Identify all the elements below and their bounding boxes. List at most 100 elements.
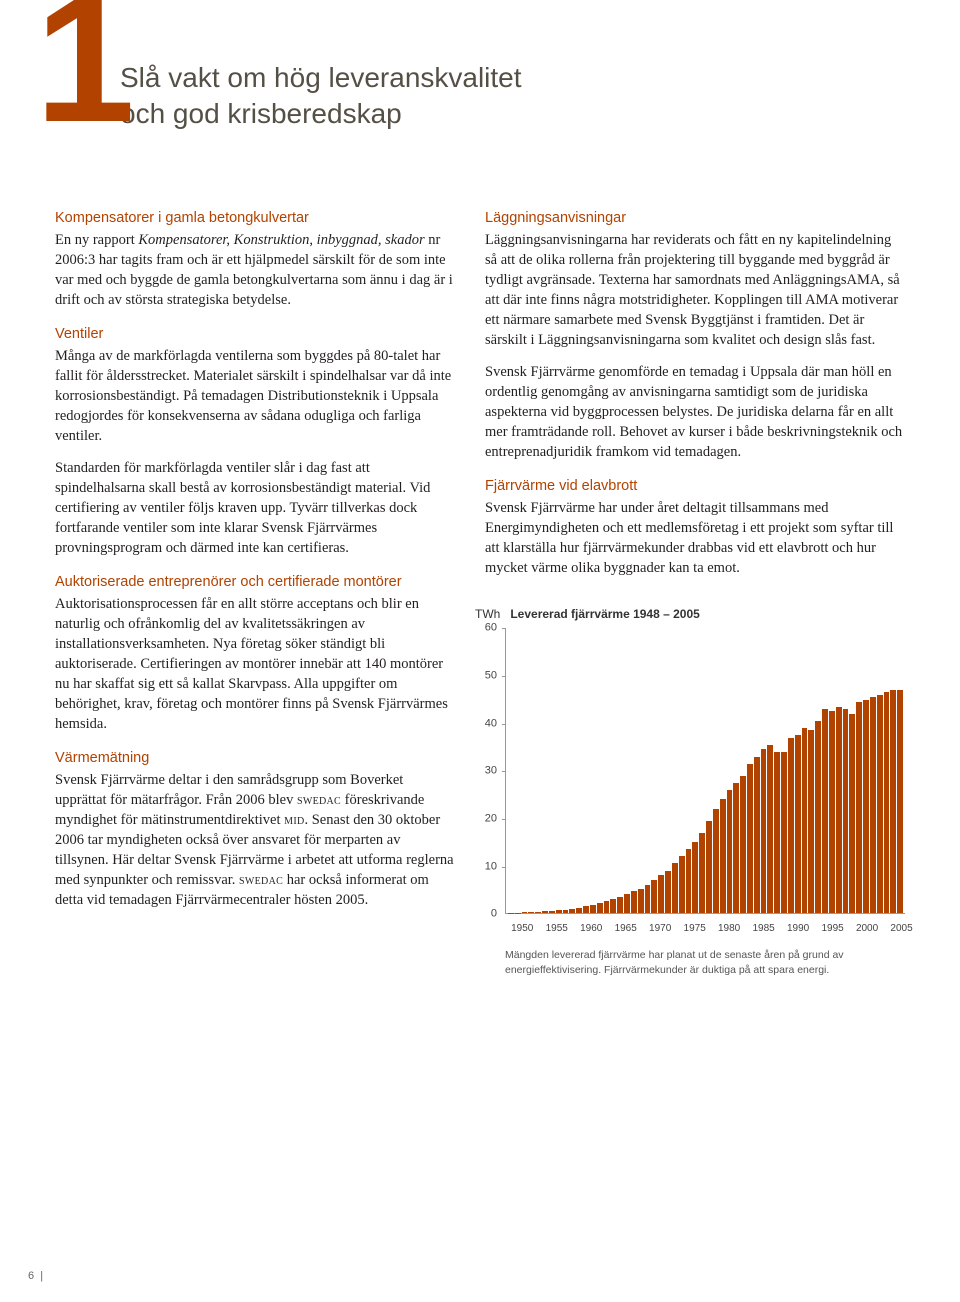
x-tick-label: 1955 — [546, 922, 568, 936]
chart-bar — [836, 707, 842, 914]
subhead-kompensatorer: Kompensatorer i gamla betongkulvertar — [55, 208, 457, 228]
chart-bar — [651, 880, 657, 913]
chart-bar — [754, 757, 760, 914]
y-axis-labels: 0102030405060 — [475, 628, 501, 914]
chart-bar — [645, 885, 651, 914]
x-axis-labels: 1950195519601965197019751980198519901995… — [505, 918, 905, 938]
chart-bar — [788, 738, 794, 914]
x-tick-label: 1950 — [511, 922, 533, 936]
chart-area: 0102030405060 19501955196019651970197519… — [475, 628, 905, 938]
chart-bar — [590, 905, 596, 914]
chart-bar — [686, 849, 692, 913]
chart-bar — [624, 894, 630, 913]
chart-bar — [781, 752, 787, 914]
chart-bar — [563, 910, 569, 914]
para-ventiler-1: Många av de markförlagda ventilerna som … — [55, 346, 457, 446]
chapter-number: 1 — [35, 0, 135, 150]
chart-bar — [877, 695, 883, 914]
title-line-1: Slå vakt om hög leveranskvalitet — [120, 62, 522, 93]
para-kompensatorer: En ny rapport Kompensatorer, Konstruktio… — [55, 230, 457, 310]
chart-bars — [506, 628, 905, 913]
y-tick-label: 30 — [485, 764, 497, 779]
chart-bar — [665, 871, 671, 914]
y-tick-label: 50 — [485, 668, 497, 683]
chart-bar — [747, 764, 753, 914]
title-line-2: och god krisberedskap — [120, 98, 402, 129]
chart-bar — [890, 690, 896, 913]
chart-bar — [522, 912, 528, 913]
chart-bar — [535, 912, 541, 913]
chart-bar — [556, 910, 562, 913]
chart-bar — [515, 913, 521, 914]
chart-caption: Mängden levererad fjärrvärme har planat … — [505, 948, 905, 976]
y-tick-label: 20 — [485, 811, 497, 826]
x-tick-label: 1995 — [821, 922, 843, 936]
chart-bar — [672, 863, 678, 913]
chart-bar — [727, 790, 733, 914]
x-tick-label: 1990 — [787, 922, 809, 936]
chart-bar — [897, 690, 903, 913]
two-column-layout: Kompensatorer i gamla betongkulvertar En… — [55, 208, 905, 977]
chart-bar — [638, 889, 644, 914]
y-tick-label: 60 — [485, 621, 497, 636]
chart-bar — [870, 697, 876, 913]
chart-bar — [583, 906, 589, 913]
chart-header: TWh Levererad fjärrvärme 1948 – 2005 — [475, 606, 905, 623]
para-varmematning: Svensk Fjärrvärme deltar i den samrådsgr… — [55, 770, 457, 910]
para-auktoriserade: Auktorisationsprocessen får en allt stör… — [55, 594, 457, 734]
x-tick-label: 1965 — [615, 922, 637, 936]
chart-bar — [767, 745, 773, 914]
chart-bar — [802, 728, 808, 913]
chart-bar — [679, 856, 685, 913]
chart-bar — [849, 714, 855, 914]
y-tick-label: 0 — [491, 907, 497, 922]
x-tick-label: 1985 — [752, 922, 774, 936]
chart-bar — [528, 912, 534, 913]
chart-bar — [692, 842, 698, 913]
chart-bar — [597, 903, 603, 913]
subhead-varmematning: Värmemätning — [55, 748, 457, 768]
x-tick-label: 2005 — [890, 922, 912, 936]
chart-bar — [549, 911, 555, 913]
chart-bar — [713, 809, 719, 914]
x-tick-label: 1975 — [684, 922, 706, 936]
para-elavbrott: Svensk Fjärrvärme har under året deltagi… — [485, 498, 905, 578]
chart-bar — [658, 875, 664, 913]
chart-bar — [774, 752, 780, 914]
para-laggning-1: Läggningsanvisningarna har reviderats oc… — [485, 230, 905, 350]
chart-bar — [542, 911, 548, 913]
chart-bar — [733, 783, 739, 914]
chart-bar — [829, 711, 835, 913]
chart-bar — [699, 833, 705, 914]
chart-bar — [604, 901, 610, 913]
chart-bar — [631, 891, 637, 913]
subhead-elavbrott: Fjärrvärme vid elavbrott — [485, 476, 905, 496]
chart-plot — [505, 628, 905, 914]
right-column: Läggningsanvisningar Läggningsanvisninga… — [485, 208, 905, 977]
chart-bar — [856, 702, 862, 913]
subhead-auktoriserade: Auktoriserade entreprenörer och certifie… — [55, 572, 457, 592]
chart-bar — [617, 897, 623, 914]
chart-bar — [843, 709, 849, 913]
chart-bar — [706, 821, 712, 914]
chart-bar — [815, 721, 821, 913]
chart-bar — [863, 700, 869, 914]
chart-container: TWh Levererad fjärrvärme 1948 – 2005 0 10… — [475, 606, 905, 977]
x-tick-label: 2000 — [856, 922, 878, 936]
chart-bar — [720, 799, 726, 913]
subhead-ventiler: Ventiler — [55, 324, 457, 344]
subhead-laggning: Läggningsanvisningar — [485, 208, 905, 228]
left-column: Kompensatorer i gamla betongkulvertar En… — [55, 208, 457, 977]
chart-bar — [822, 709, 828, 913]
para-laggning-2: Svensk Fjärrvärme genomförde en temadag … — [485, 362, 905, 462]
y-tick-label: 10 — [485, 859, 497, 874]
chart-bar — [576, 908, 582, 914]
x-tick-label: 1960 — [580, 922, 602, 936]
chart-bar — [808, 730, 814, 913]
chart-bar — [569, 909, 575, 914]
chart-bar — [740, 776, 746, 914]
chart-title: Levererad fjärrvärme 1948 – 2005 — [510, 606, 699, 623]
para-ventiler-2: Standarden för markförlagda ventiler slå… — [55, 458, 457, 558]
x-tick-label: 1970 — [649, 922, 671, 936]
page-number: 6 | — [28, 1270, 43, 1282]
